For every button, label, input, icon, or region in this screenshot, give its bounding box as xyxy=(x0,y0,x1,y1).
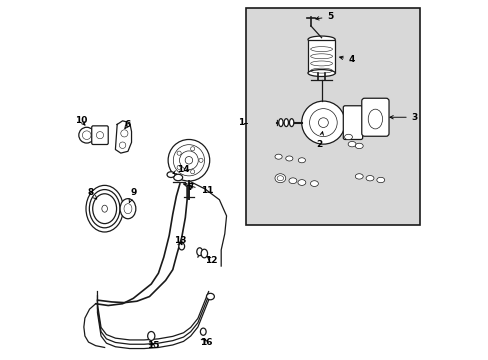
Ellipse shape xyxy=(318,118,327,127)
Circle shape xyxy=(82,131,91,139)
Ellipse shape xyxy=(201,249,207,258)
Circle shape xyxy=(177,165,181,170)
Ellipse shape xyxy=(307,36,335,43)
Text: 15: 15 xyxy=(146,341,159,350)
Text: 9: 9 xyxy=(129,188,136,203)
FancyBboxPatch shape xyxy=(343,106,362,139)
Circle shape xyxy=(199,158,203,162)
Bar xyxy=(307,40,335,73)
Ellipse shape xyxy=(196,248,202,256)
Ellipse shape xyxy=(167,172,175,177)
Ellipse shape xyxy=(309,109,337,136)
Text: 14: 14 xyxy=(173,165,189,174)
Ellipse shape xyxy=(278,119,283,127)
Ellipse shape xyxy=(301,101,345,144)
Ellipse shape xyxy=(179,243,184,250)
Polygon shape xyxy=(115,121,131,153)
Circle shape xyxy=(168,139,209,181)
Text: 3: 3 xyxy=(389,113,417,122)
Ellipse shape xyxy=(298,158,305,163)
Ellipse shape xyxy=(307,69,335,76)
Ellipse shape xyxy=(344,134,352,140)
Circle shape xyxy=(185,157,192,164)
Ellipse shape xyxy=(355,174,363,179)
Circle shape xyxy=(190,170,194,174)
Ellipse shape xyxy=(347,141,355,147)
Bar xyxy=(246,8,419,225)
Text: 5: 5 xyxy=(315,12,333,21)
Circle shape xyxy=(121,130,128,137)
Ellipse shape xyxy=(297,180,305,185)
Ellipse shape xyxy=(355,143,363,149)
Ellipse shape xyxy=(310,181,318,186)
Text: 4: 4 xyxy=(339,55,355,64)
Text: 6: 6 xyxy=(124,120,131,129)
Ellipse shape xyxy=(173,174,182,181)
Ellipse shape xyxy=(200,328,206,335)
Text: 1: 1 xyxy=(237,118,244,127)
Ellipse shape xyxy=(366,176,373,181)
Text: 2: 2 xyxy=(316,132,323,149)
Ellipse shape xyxy=(147,332,155,341)
Text: 7: 7 xyxy=(187,183,194,192)
Ellipse shape xyxy=(102,205,107,212)
Ellipse shape xyxy=(274,154,282,159)
Ellipse shape xyxy=(120,199,136,219)
Ellipse shape xyxy=(274,174,285,183)
FancyBboxPatch shape xyxy=(361,98,388,136)
Circle shape xyxy=(79,127,94,143)
Text: 11: 11 xyxy=(183,183,213,195)
Circle shape xyxy=(177,151,181,155)
Circle shape xyxy=(179,151,198,170)
Circle shape xyxy=(173,145,204,176)
Circle shape xyxy=(119,142,125,148)
Ellipse shape xyxy=(285,156,292,161)
Circle shape xyxy=(96,132,103,139)
Text: 16: 16 xyxy=(200,338,212,347)
FancyBboxPatch shape xyxy=(92,126,108,144)
Ellipse shape xyxy=(289,119,293,127)
Text: 12: 12 xyxy=(205,256,217,265)
Ellipse shape xyxy=(284,119,288,127)
Text: 8: 8 xyxy=(87,188,97,199)
Ellipse shape xyxy=(376,177,384,183)
Ellipse shape xyxy=(206,293,214,300)
Ellipse shape xyxy=(124,204,132,214)
Text: 10: 10 xyxy=(75,116,87,125)
Text: 13: 13 xyxy=(173,237,186,246)
Circle shape xyxy=(190,147,194,151)
Ellipse shape xyxy=(288,178,296,184)
